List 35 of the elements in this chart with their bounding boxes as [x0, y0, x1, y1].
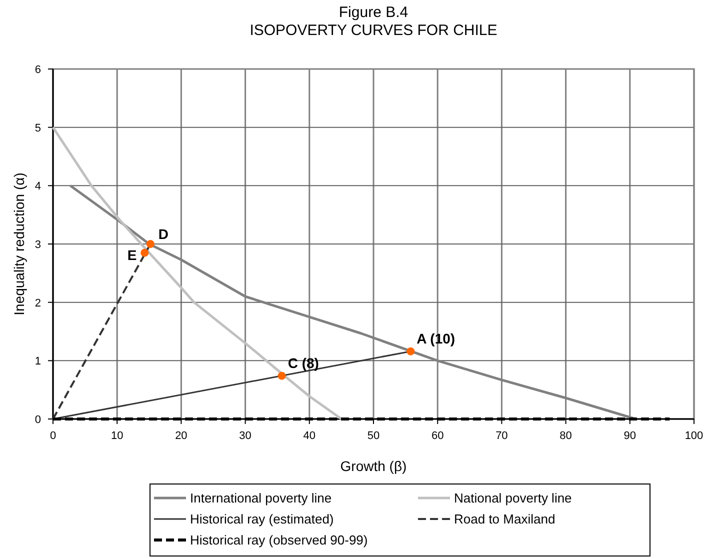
- legend-label: Road to Maxiland: [454, 512, 556, 526]
- y-tick-label: 5: [34, 122, 41, 134]
- y-tick-label: 6: [34, 64, 41, 76]
- line-series: [52, 126, 343, 420]
- legend-label: International poverty line: [190, 490, 332, 506]
- x-tick-label: 50: [367, 430, 380, 442]
- point: [140, 248, 149, 257]
- x-tick-label: 80: [560, 430, 572, 442]
- y-tick-label: 1: [34, 356, 41, 368]
- chart-subtitle: ISOPOVERTY CURVES FOR CHILE: [250, 22, 498, 39]
- x-tick-label: 0: [50, 430, 56, 442]
- x-tick-label: 60: [431, 430, 444, 442]
- point: [146, 240, 154, 248]
- legend-label: Historical ray (observed 90-99): [190, 532, 368, 548]
- annotation: E: [127, 246, 137, 263]
- x-tick-label: 30: [239, 430, 252, 442]
- x-tick-label: 100: [684, 430, 704, 442]
- chart-title: Figure B.4: [338, 4, 408, 21]
- x-tick-label: 20: [175, 430, 188, 442]
- x-tick-label: 10: [110, 430, 124, 442]
- y-tick-label: 0: [34, 414, 41, 426]
- annotation: A (10): [416, 330, 456, 346]
- y-tick-label: 2: [34, 297, 41, 310]
- y-tick-label: 3: [34, 239, 41, 251]
- x-tick-label: 40: [303, 430, 316, 442]
- legend-label: National poverty line: [454, 490, 572, 506]
- x-tick-label: 90: [624, 430, 636, 442]
- point: [278, 372, 286, 380]
- point: [406, 347, 415, 356]
- annotation: D: [158, 226, 169, 242]
- legend-label: Historical ray (estimated): [190, 512, 334, 526]
- y-tick-label: 4: [34, 180, 41, 193]
- x-tick-label: 70: [496, 430, 508, 442]
- x-axis-title: Growth (β): [340, 458, 407, 474]
- y-axis-title: Inequality reduction (α): [11, 172, 27, 316]
